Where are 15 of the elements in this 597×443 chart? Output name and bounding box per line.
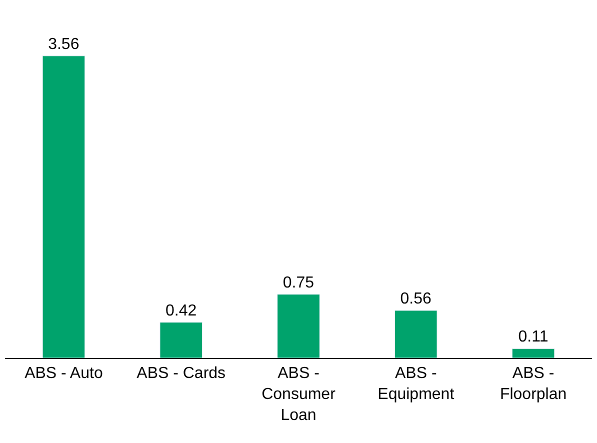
x-tick-label: ABS - Auto xyxy=(24,365,103,382)
bar xyxy=(512,348,555,358)
bar xyxy=(42,56,86,358)
bar xyxy=(160,322,202,358)
data-label: 0.75 xyxy=(282,274,314,292)
x-tick-label: ABS - Cards xyxy=(136,365,226,382)
data-label: 0.56 xyxy=(400,290,432,308)
x-tick-label: ABS - Consumer Loan xyxy=(262,365,336,424)
bar xyxy=(277,294,320,358)
x-tick-label: ABS - Equipment xyxy=(378,365,455,403)
data-label: 3.56 xyxy=(48,36,80,53)
data-label: 0.42 xyxy=(165,302,197,320)
data-label: 0.11 xyxy=(518,328,548,346)
bar xyxy=(394,310,438,358)
x-tick-label: ABS - Floorplan xyxy=(500,365,567,403)
